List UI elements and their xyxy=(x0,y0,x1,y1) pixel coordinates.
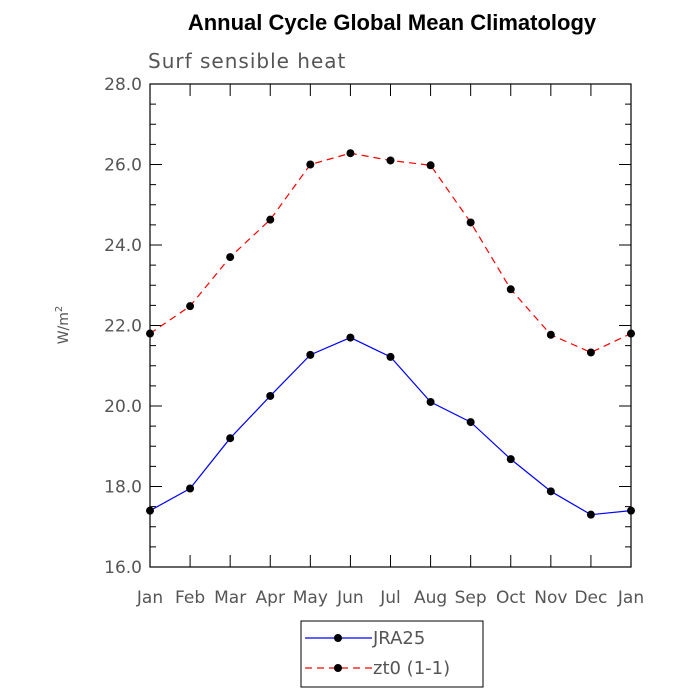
series-point-0 xyxy=(466,418,475,427)
series-layer xyxy=(146,149,635,519)
y-tick-label: 26.0 xyxy=(104,156,142,176)
series-point-0 xyxy=(546,487,555,496)
series-line-1 xyxy=(149,152,632,354)
series-point-1 xyxy=(346,149,355,158)
y-tick-label: 22.0 xyxy=(104,317,142,337)
series-point-1 xyxy=(546,330,555,339)
legend-label-jra25: JRA25 xyxy=(372,628,425,649)
chart-subtitle: Surf sensible heat xyxy=(148,49,346,73)
x-tick-label: Aug xyxy=(414,588,447,608)
y-axis-label-text: W/m xyxy=(56,312,72,344)
series-point-0 xyxy=(186,484,195,493)
y-axis-label: W/m2 xyxy=(54,306,72,345)
legend-label-zt0: zt0 (1-1) xyxy=(373,658,450,679)
y-axis-ticks: 16.0 18.0 20.0 22.0 24.0 26.0 28.0 xyxy=(104,75,631,578)
series-point-0 xyxy=(506,455,515,464)
x-tick-label: Oct xyxy=(496,588,526,608)
y-tick-label: 20.0 xyxy=(104,397,142,417)
series-point-1 xyxy=(266,215,275,224)
x-tick-label: Dec xyxy=(574,588,607,608)
series-point-0 xyxy=(146,506,154,515)
x-tick-label: May xyxy=(293,588,328,608)
series-point-0 xyxy=(226,434,235,443)
x-tick-label: Jan xyxy=(136,588,163,608)
legend-marker-zt0 xyxy=(334,664,342,672)
series-line-0 xyxy=(149,336,632,516)
series-point-0 xyxy=(627,506,635,515)
series-point-1 xyxy=(426,161,435,170)
y-tick-label: 24.0 xyxy=(104,236,142,256)
x-tick-label: Nov xyxy=(534,588,567,608)
legend-box xyxy=(300,620,484,688)
x-tick-label: Mar xyxy=(214,588,246,608)
legend: JRA25 zt0 (1-1) xyxy=(300,620,484,688)
x-tick-label: Jul xyxy=(379,588,401,608)
series-point-0 xyxy=(586,510,595,519)
series-point-1 xyxy=(627,329,635,338)
series-point-1 xyxy=(306,160,315,169)
series-point-1 xyxy=(586,348,595,357)
series-point-0 xyxy=(346,333,355,342)
series-point-0 xyxy=(386,352,395,361)
x-tick-label: Sep xyxy=(455,588,487,608)
y-tick-label: 28.0 xyxy=(104,75,142,95)
y-tick-label: 18.0 xyxy=(104,478,142,498)
x-axis-ticks: Jan Feb Mar Apr May Jun Jul Aug Sep Oct Nov Dec Jan xyxy=(136,84,644,608)
series-point-1 xyxy=(466,218,475,227)
x-tick-label: Feb xyxy=(175,588,205,608)
chart-title: Annual Cycle Global Mean Climatology xyxy=(188,10,597,35)
x-tick-label: Jan xyxy=(617,588,644,608)
x-tick-label: Apr xyxy=(256,588,285,608)
series-point-1 xyxy=(186,302,195,311)
series-point-1 xyxy=(506,285,515,294)
series-point-0 xyxy=(306,350,315,359)
series-point-1 xyxy=(146,329,154,338)
x-tick-label: Jun xyxy=(336,588,364,608)
series-point-0 xyxy=(426,397,435,406)
series-point-1 xyxy=(226,253,235,262)
y-axis-label-superscript: 2 xyxy=(54,306,65,312)
plot-frame xyxy=(149,83,632,568)
series-point-1 xyxy=(386,156,395,165)
legend-marker-jra25 xyxy=(334,634,342,642)
y-tick-label: 16.0 xyxy=(104,558,142,578)
series-point-0 xyxy=(266,391,275,400)
